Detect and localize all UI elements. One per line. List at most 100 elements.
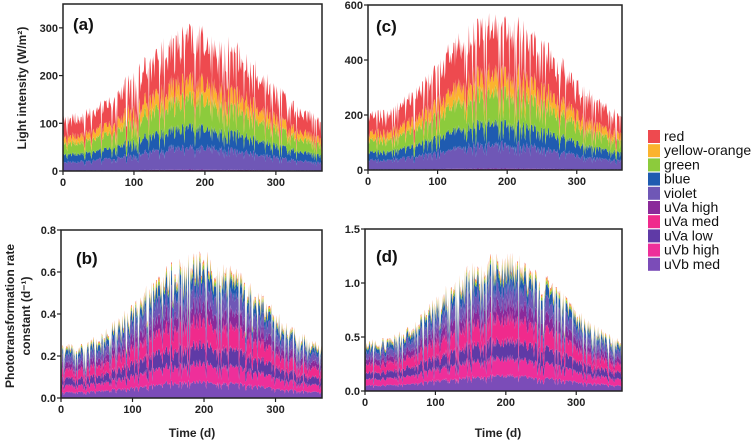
area-uVa-high <box>61 294 322 383</box>
panel-b-label: (b) <box>76 249 98 268</box>
area-uVa-low <box>365 335 622 385</box>
xtick-label: 200 <box>497 397 515 409</box>
area-violet <box>63 143 322 171</box>
panel-c-label: (c) <box>376 17 397 36</box>
ytick-label: 0.6 <box>41 267 56 279</box>
y-axis-label-b-line2: constant (d⁻¹) <box>19 277 33 356</box>
panel-a-areas <box>63 23 322 171</box>
area-red <box>368 13 622 151</box>
x-axis-label-d: Time (d) <box>475 426 521 440</box>
xtick-label: 100 <box>428 176 446 188</box>
area-uVa-med <box>365 310 622 382</box>
legend-swatch-yellow-orange <box>648 144 660 158</box>
area-green <box>63 90 322 163</box>
ytick-label: 200 <box>40 71 58 83</box>
y-axis-label-b-line1: Phototransformation rate <box>3 244 17 388</box>
xtick-label: 0 <box>365 176 371 188</box>
ytick-label: 1.5 <box>345 224 360 236</box>
ytick-label: 1.0 <box>345 278 360 290</box>
legend-label-green: green <box>664 156 700 172</box>
ytick-label: 0.0 <box>41 393 56 405</box>
panel-a-label: (a) <box>73 15 94 34</box>
area-blue <box>61 259 322 376</box>
area-uVa-med <box>61 312 322 388</box>
panel-a-frame <box>62 3 323 172</box>
ytick-label: 100 <box>40 118 58 130</box>
legend-swatch-green <box>648 158 660 172</box>
legend-label-red: red <box>664 128 684 144</box>
ytick-label: 0 <box>52 166 58 178</box>
legend-swatch-uVb-med <box>648 257 660 271</box>
xtick-label: 300 <box>266 404 284 416</box>
xtick-label: 200 <box>195 404 213 416</box>
panel-b-yticks: 0.0 0.2 0.4 0.6 0.8 <box>41 225 61 405</box>
area-violet <box>61 274 322 380</box>
panel-a-xticks: 0 100 200 300 <box>60 171 285 189</box>
area-green <box>61 255 322 374</box>
area-yellow-orange <box>368 62 622 155</box>
area-violet <box>368 140 622 170</box>
panel-c-frame <box>367 4 623 171</box>
legend-swatch-uVa-high <box>648 201 660 214</box>
panel-c-xticks: 0 100 200 300 <box>365 170 586 188</box>
panel-d: 0.0 0.5 1.0 1.5 0 100 200 300 (d) <box>345 224 623 409</box>
area-red <box>63 23 322 153</box>
ytick-label: 600 <box>345 0 363 12</box>
ytick-label: 0.5 <box>345 332 360 344</box>
ytick-label: 0 <box>357 165 363 177</box>
panel-b-xticks: 0 100 200 300 <box>58 398 285 416</box>
panel-d-yticks: 0.0 0.5 1.0 1.5 <box>345 224 365 398</box>
legend-swatch-uVb-high <box>648 243 660 257</box>
ytick-label: 0.0 <box>345 386 360 398</box>
panel-d-frame <box>364 228 623 392</box>
area-uVb-med <box>365 373 622 391</box>
xtick-label: 200 <box>196 177 214 189</box>
panel-d-label: (d) <box>376 247 398 266</box>
area-yellow-orange <box>63 70 322 157</box>
x-axis-label-b: Time (d) <box>169 426 215 440</box>
xtick-label: 300 <box>568 176 586 188</box>
area-blue <box>365 261 622 372</box>
xtick-label: 200 <box>498 176 516 188</box>
xtick-label: 100 <box>123 404 141 416</box>
area-uVb-high <box>365 354 622 389</box>
legend-swatch-uVa-low <box>648 229 660 243</box>
panel-b-areas <box>61 251 322 398</box>
legend-swatch-red <box>648 130 660 143</box>
y-axis-label-a: Light intensity (W/m²) <box>15 27 29 150</box>
panel-c-areas <box>368 13 622 170</box>
legend-label-uVb-med: uVb med <box>664 256 720 272</box>
area-blue <box>63 122 322 167</box>
xtick-label: 0 <box>362 397 368 409</box>
legend-label-uVa-med: uVa med <box>664 213 719 229</box>
xtick-label: 0 <box>58 404 64 416</box>
area-uVb-med <box>61 379 322 398</box>
legend-label-yellow-orange: yellow-orange <box>664 142 751 158</box>
xtick-label: 100 <box>125 177 143 189</box>
legend-swatch-blue <box>648 172 660 186</box>
panel-c-yticks: 0 200 400 600 <box>345 0 368 177</box>
legend-label-uVb-high: uVb high <box>664 242 719 258</box>
area-uVb-high <box>61 359 322 395</box>
ytick-label: 300 <box>40 23 58 35</box>
panel-c: 0 200 400 600 0 100 200 300 (c) <box>345 0 623 188</box>
ytick-label: 400 <box>345 55 363 67</box>
area-uVa-high <box>365 293 622 378</box>
xtick-label: 300 <box>567 397 585 409</box>
panel-d-xticks: 0 100 200 300 <box>362 391 585 409</box>
legend-label-uVa-high: uVa high <box>664 199 718 215</box>
legend-label-violet: violet <box>664 185 697 201</box>
panel-a: 0 100 200 300 0 100 200 300 (a) <box>40 3 323 189</box>
area-green <box>368 83 622 161</box>
xtick-label: 100 <box>426 397 444 409</box>
ytick-label: 200 <box>345 110 363 122</box>
xtick-label: 0 <box>60 177 66 189</box>
area-violet <box>365 275 622 375</box>
panel-d-areas <box>365 252 622 391</box>
panel-b: 0.0 0.2 0.4 0.6 0.8 0 100 200 300 (b) <box>41 225 323 416</box>
legend-label-blue: blue <box>664 171 691 187</box>
panel-a-yticks: 0 100 200 300 <box>40 23 63 178</box>
legend-swatch-uVa-med <box>648 215 660 229</box>
